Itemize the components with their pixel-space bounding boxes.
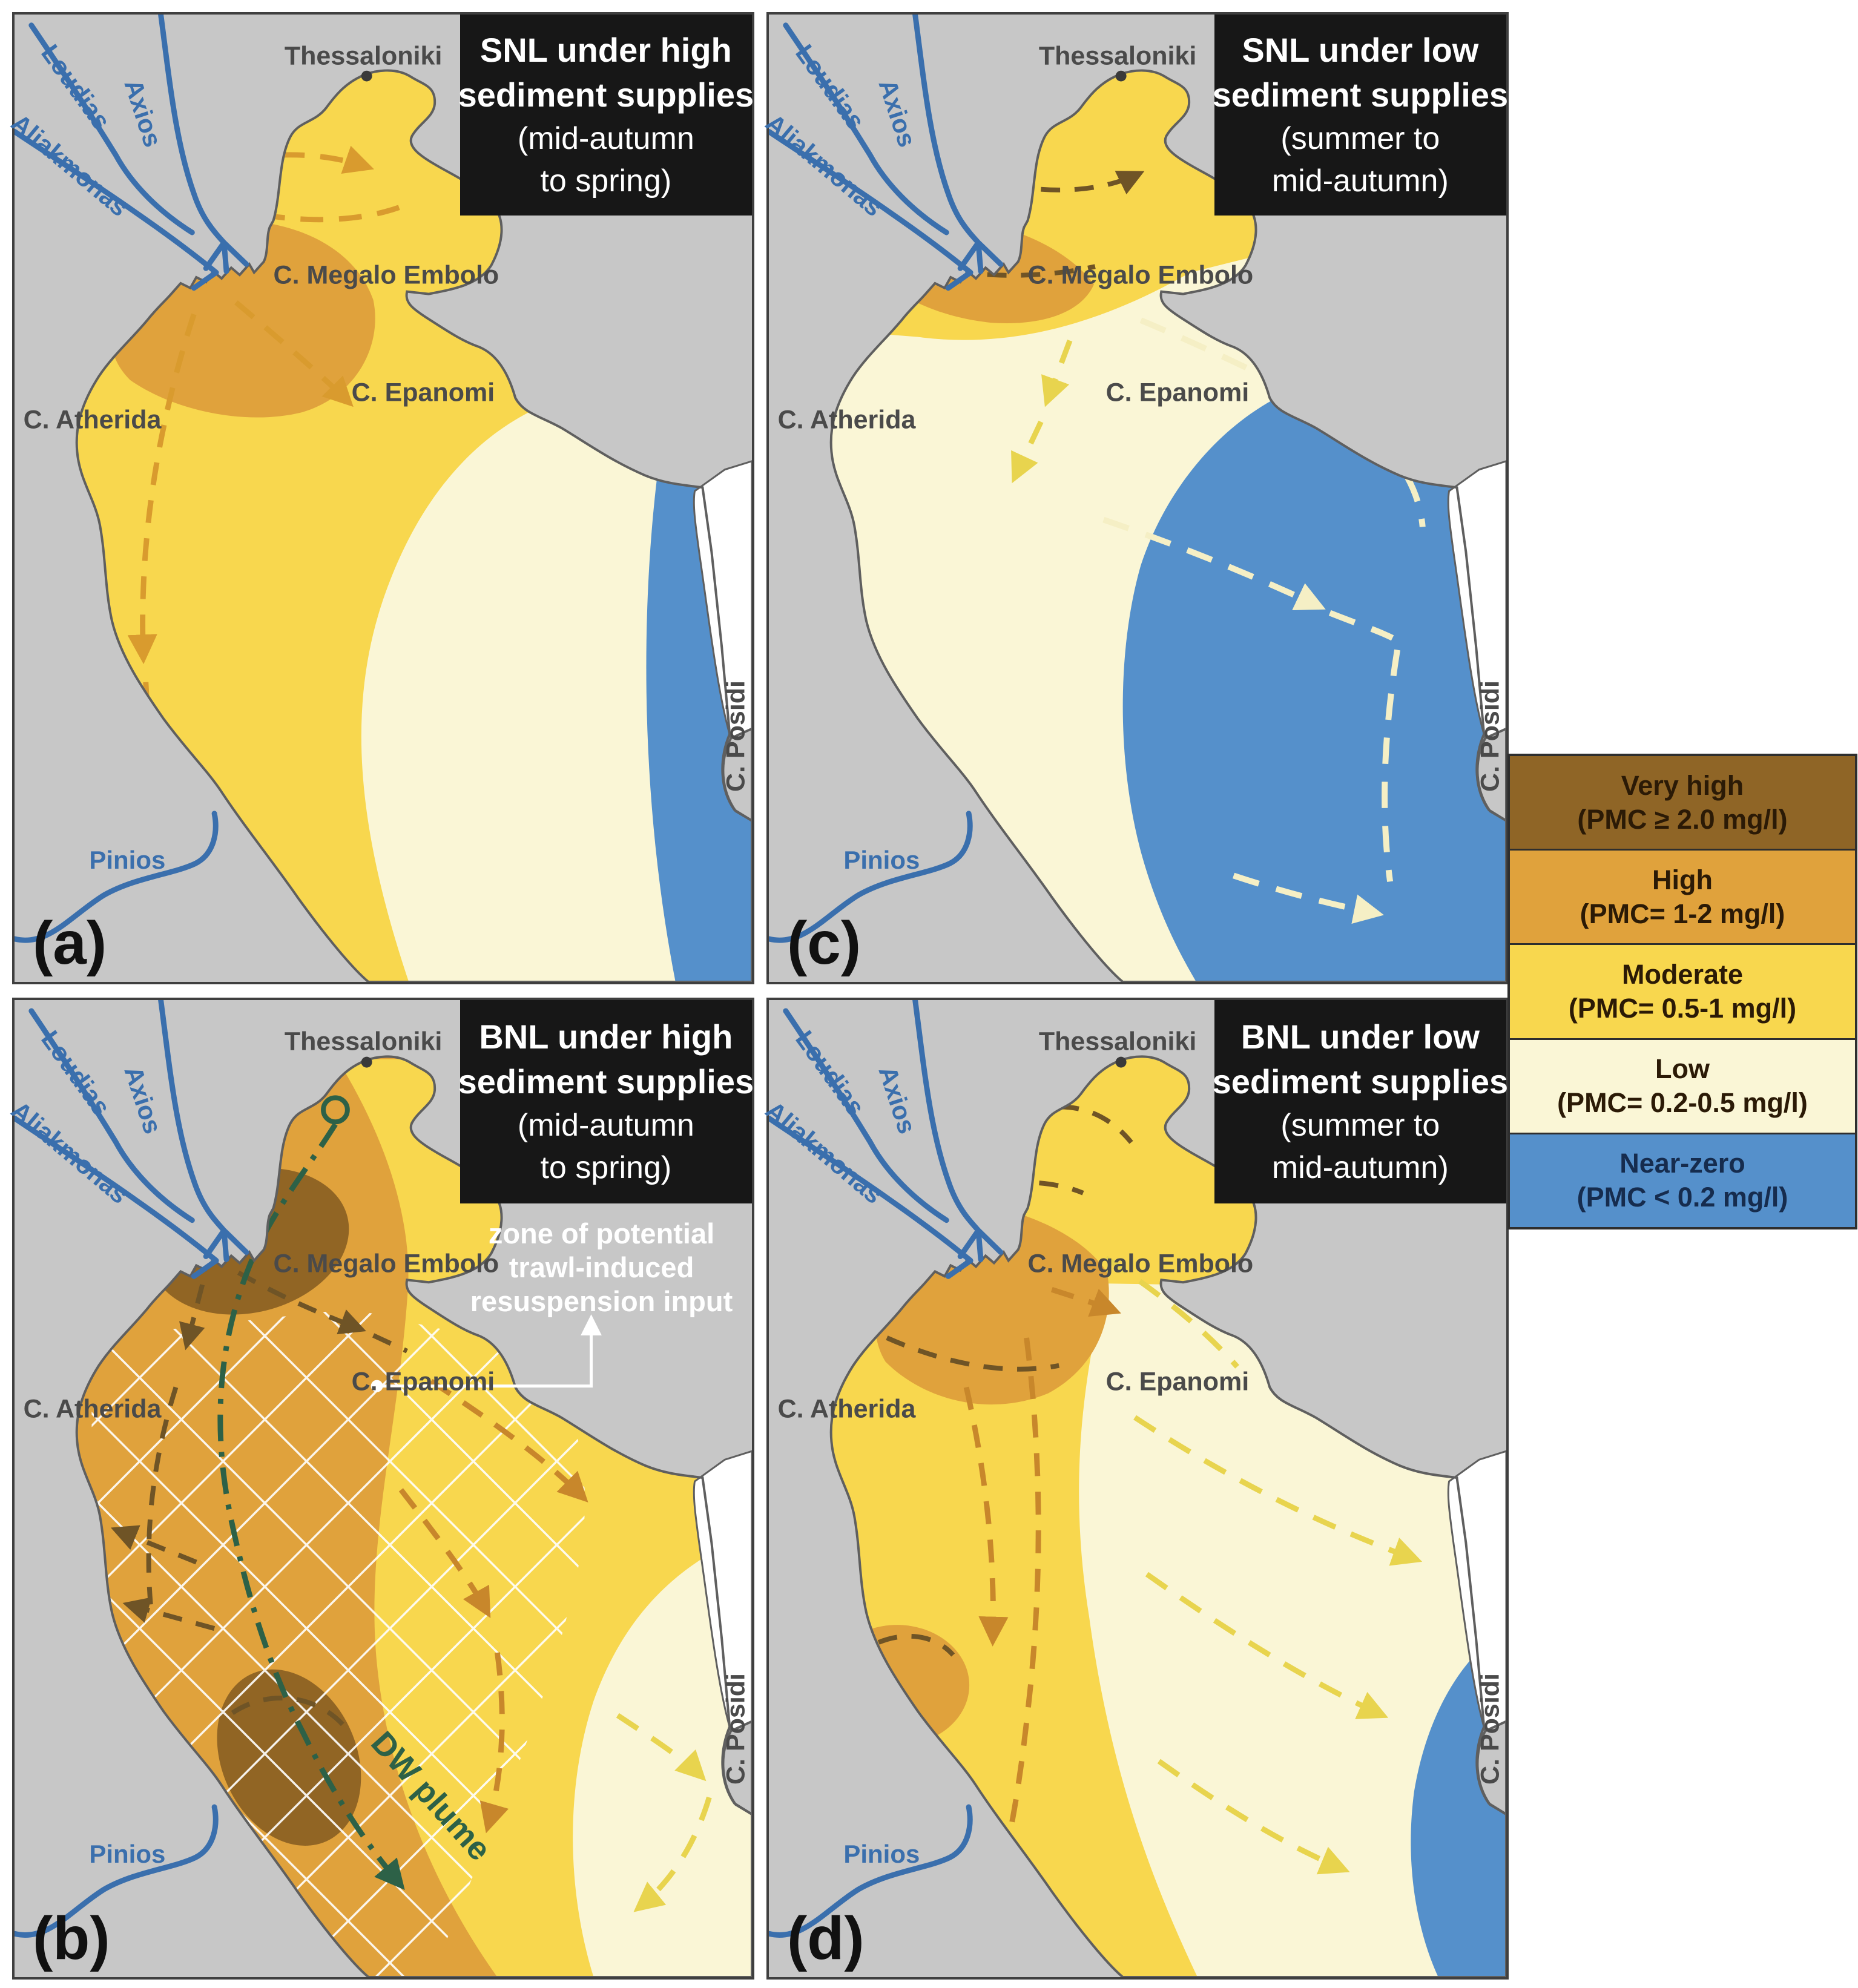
- legend-range: (PMC= 0.2-0.5 mg/l): [1557, 1087, 1808, 1119]
- map-bnl-low: [769, 1000, 1506, 1977]
- legend-range: (PMC= 1-2 mg/l): [1580, 898, 1785, 929]
- label-megalo-embolo: C. Megalo Embolo: [273, 260, 499, 290]
- legend-item-moderate: Moderate (PMC= 0.5-1 mg/l): [1510, 945, 1855, 1040]
- label-posidi: C. Posidi: [721, 680, 751, 792]
- label-epanomi: C. Epanomi: [351, 1367, 495, 1397]
- title-line: to spring): [540, 1150, 672, 1185]
- panel-bnl-high: BNL under high sediment supplies (mid-au…: [6, 998, 754, 1980]
- panel-letter-d: (d): [787, 1904, 865, 1972]
- label-atherida: C. Atherida: [23, 405, 162, 435]
- label-pinios: Pinios: [89, 1839, 166, 1868]
- legend-range: (PMC < 0.2 mg/l): [1576, 1182, 1788, 1213]
- title-line: (summer to: [1280, 121, 1440, 157]
- label-megalo-embolo: C. Megalo Embolo: [1027, 260, 1254, 290]
- legend-range: (PMC ≥ 2.0 mg/l): [1577, 803, 1788, 835]
- legend-item-low: Low (PMC= 0.2-0.5 mg/l): [1510, 1039, 1855, 1134]
- label-atherida: C. Atherida: [777, 405, 916, 435]
- title-box-c: SNL under low sediment supplies (summer …: [1212, 15, 1509, 216]
- title-box-a: SNL under high sediment supplies (mid-au…: [458, 15, 754, 216]
- legend-label: High: [1652, 864, 1713, 895]
- label-posidi: C. Posidi: [1475, 680, 1505, 792]
- panel-bnl-low: BNL under low sediment supplies (summer …: [760, 998, 1509, 1980]
- title-line: BNL under low: [1240, 1017, 1480, 1056]
- title-line: sediment supplies: [1212, 1062, 1509, 1101]
- title-line: SNL under low: [1242, 31, 1479, 70]
- label-megalo-embolo: C. Megalo Embolo: [273, 1249, 499, 1279]
- title-line: mid-autumn): [1271, 163, 1449, 199]
- title-line: SNL under high: [479, 31, 732, 70]
- label-atherida: C. Atherida: [23, 1394, 162, 1424]
- title-box-b: BNL under high sediment supplies (mid-au…: [458, 1000, 754, 1203]
- map-bnl-high: [15, 1000, 752, 1977]
- dw-plume-origin: [321, 1095, 350, 1125]
- title-box-d: BNL under low sediment supplies (summer …: [1212, 1000, 1509, 1203]
- label-thessaloniki: Thessaloniki: [284, 1027, 443, 1056]
- panel-snl-high: SNL under high sediment supplies (mid-au…: [6, 12, 754, 984]
- legend-item-high: High (PMC= 1-2 mg/l): [1510, 851, 1855, 946]
- title-line: (mid-autumn: [517, 121, 694, 157]
- label-epanomi: C. Epanomi: [1105, 378, 1250, 407]
- thessaloniki-dot: [361, 70, 372, 82]
- title-line: mid-autumn): [1271, 1150, 1449, 1185]
- label-thessaloniki: Thessaloniki: [284, 41, 443, 71]
- label-megalo-embolo: C. Megalo Embolo: [1027, 1249, 1254, 1279]
- label-thessaloniki: Thessaloniki: [1038, 41, 1197, 71]
- legend-item-near-zero: Near-zero (PMC < 0.2 mg/l): [1510, 1134, 1855, 1228]
- legend-item-very-high: Very high (PMC ≥ 2.0 mg/l): [1510, 756, 1855, 851]
- panel-snl-low: SNL under low sediment supplies (summer …: [760, 12, 1509, 984]
- label-epanomi: C. Epanomi: [1105, 1367, 1250, 1397]
- legend: Very high (PMC ≥ 2.0 mg/l) High (PMC= 1-…: [1507, 754, 1857, 1229]
- legend-label: Near-zero: [1619, 1148, 1745, 1179]
- label-pinios: Pinios: [89, 845, 166, 874]
- title-line: sediment supplies: [1212, 76, 1509, 114]
- title-line: sediment supplies: [458, 1062, 754, 1101]
- label-atherida: C. Atherida: [777, 1394, 916, 1424]
- legend-label: Very high: [1621, 769, 1744, 801]
- title-line: (mid-autumn: [517, 1107, 694, 1143]
- panel-letter-a: (a): [33, 909, 107, 977]
- panel-letter-c: (c): [787, 909, 861, 977]
- legend-label: Moderate: [1621, 959, 1744, 990]
- label-pinios: Pinios: [843, 845, 920, 874]
- trawl-zone-annotation: zone of potential trawl-induced resuspen…: [470, 1217, 733, 1318]
- panel-letter-b: (b): [33, 1904, 110, 1972]
- label-thessaloniki: Thessaloniki: [1038, 1027, 1197, 1056]
- title-line: to spring): [540, 163, 672, 199]
- label-epanomi: C. Epanomi: [351, 378, 495, 407]
- title-line: BNL under high: [479, 1017, 733, 1056]
- label-pinios: Pinios: [843, 1839, 920, 1868]
- legend-range: (PMC= 0.5-1 mg/l): [1568, 993, 1797, 1024]
- label-posidi: C. Posidi: [721, 1673, 751, 1785]
- title-line: sediment supplies: [458, 76, 754, 114]
- trawl-zone-leader: [371, 1314, 602, 1392]
- legend-label: Low: [1655, 1053, 1710, 1085]
- title-line: (summer to: [1280, 1107, 1440, 1143]
- label-posidi: C. Posidi: [1475, 1673, 1505, 1785]
